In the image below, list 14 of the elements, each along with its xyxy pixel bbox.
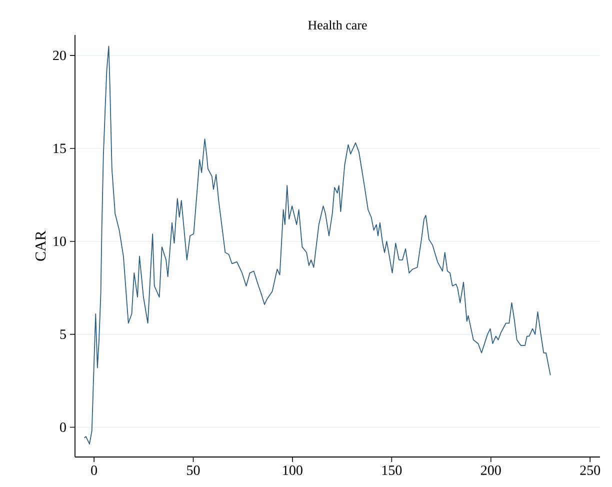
x-tick-label: 250 (580, 466, 600, 475)
y-tick-label: 20 (53, 50, 66, 60)
x-tick-label: 50 (187, 466, 200, 475)
y-axis-title: CAR (36, 230, 46, 261)
x-tick-label: 0 (91, 466, 98, 475)
x-tick-label: 200 (480, 466, 501, 475)
y-tick-label: 10 (54, 236, 66, 246)
x-tick-label: 150 (382, 466, 402, 475)
y-tick-label: 5 (60, 330, 66, 339)
line-series (84, 46, 551, 444)
x-tick-label: 100 (283, 466, 302, 475)
y-tick-label: 15 (54, 144, 66, 154)
chart-title: Health care (308, 20, 367, 30)
y-tick-label: 0 (60, 422, 66, 432)
